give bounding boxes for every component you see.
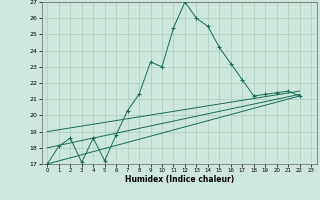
X-axis label: Humidex (Indice chaleur): Humidex (Indice chaleur) bbox=[124, 175, 234, 184]
